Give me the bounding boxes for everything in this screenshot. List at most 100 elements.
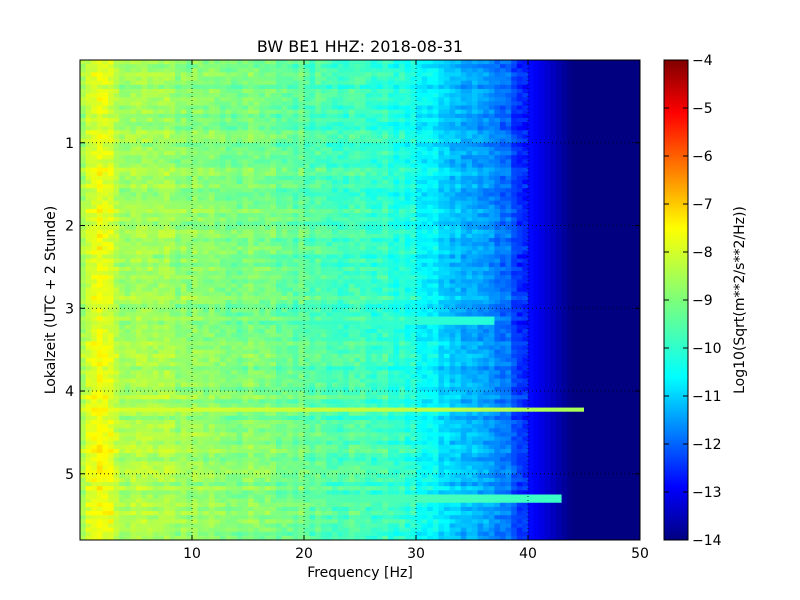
heatmap-cell	[270, 105, 277, 111]
heatmap-cell	[270, 142, 277, 148]
heatmap-cell	[628, 192, 635, 198]
heatmap-cell	[309, 142, 316, 148]
heatmap-cell	[432, 171, 439, 177]
heatmap-cell	[186, 208, 193, 214]
heatmap-cell	[164, 155, 171, 160]
heatmap-cell	[455, 217, 462, 222]
heatmap-cell	[287, 155, 294, 160]
heatmap-cell	[511, 122, 518, 127]
heatmap-cell	[259, 109, 266, 115]
heatmap-cell	[421, 146, 428, 152]
heatmap-cell	[298, 262, 305, 268]
heatmap-cell	[595, 68, 602, 74]
heatmap-cell	[449, 109, 456, 115]
heatmap-cell	[158, 97, 165, 102]
heatmap-cell	[203, 196, 210, 202]
heatmap-cell	[276, 64, 283, 69]
heatmap-cell	[404, 188, 411, 194]
heatmap-cell	[276, 200, 283, 206]
heatmap-cell	[348, 113, 355, 119]
heatmap-cell	[360, 204, 367, 210]
heatmap-cell	[539, 117, 546, 123]
heatmap-cell	[416, 180, 423, 185]
heatmap-cell	[164, 167, 171, 173]
heatmap-cell	[108, 151, 115, 156]
heatmap-cell	[141, 163, 148, 169]
heatmap-cell	[85, 64, 92, 69]
heatmap-cell	[634, 60, 640, 65]
heatmap-cell	[421, 130, 428, 136]
heatmap-cell	[494, 180, 501, 185]
heatmap-cell	[348, 84, 355, 90]
heatmap-cell	[612, 146, 619, 152]
heatmap-cell	[589, 237, 596, 243]
heatmap-cell	[376, 109, 383, 115]
heatmap-cell	[208, 237, 215, 243]
heatmap-cell	[108, 109, 115, 115]
heatmap-cell	[444, 167, 451, 173]
heatmap-cell	[628, 188, 635, 194]
heatmap-cell	[606, 184, 613, 189]
heatmap-cell	[208, 213, 215, 218]
heatmap-cell	[298, 80, 305, 86]
heatmap-cell	[270, 254, 277, 260]
heatmap-cell	[505, 122, 512, 127]
heatmap-cell	[80, 72, 87, 78]
heatmap-cell	[539, 138, 546, 144]
heatmap-cell	[220, 101, 227, 107]
heatmap-cell	[332, 233, 339, 239]
heatmap-cell	[584, 101, 591, 107]
heatmap-cell	[539, 159, 546, 165]
heatmap-cell	[539, 163, 546, 169]
heatmap-cell	[102, 196, 109, 202]
heatmap-cell	[309, 76, 316, 82]
heatmap-cell	[466, 213, 473, 218]
heatmap-cell	[438, 184, 445, 189]
heatmap-cell	[208, 233, 215, 239]
heatmap-cell	[304, 217, 311, 222]
heatmap-cell	[136, 151, 143, 156]
heatmap-cell	[304, 134, 311, 140]
heatmap-cell	[348, 126, 355, 131]
heatmap-cell	[416, 105, 423, 111]
heatmap-cell	[606, 208, 613, 214]
heatmap-cell	[600, 229, 607, 235]
heatmap-cell	[175, 254, 182, 260]
heatmap-cell	[522, 229, 529, 235]
heatmap-cell	[91, 84, 98, 90]
heatmap-cell	[628, 126, 635, 131]
heatmap-cell	[96, 122, 103, 127]
heatmap-cell	[365, 213, 372, 218]
heatmap-cell	[315, 250, 322, 256]
heatmap-cell	[80, 159, 87, 165]
heatmap-cell	[175, 258, 182, 264]
heatmap-cell	[80, 262, 87, 268]
heatmap-cell	[236, 93, 243, 98]
heatmap-cell	[80, 130, 87, 136]
heatmap-cell	[186, 155, 193, 160]
heatmap-cell	[589, 196, 596, 202]
heatmap-cell	[460, 138, 467, 144]
heatmap-cell	[281, 237, 288, 243]
heatmap-cell	[393, 237, 400, 243]
heatmap-cell	[438, 225, 445, 231]
heatmap-cell	[466, 117, 473, 123]
heatmap-cell	[500, 126, 507, 131]
heatmap-cell	[175, 88, 182, 94]
heatmap-cell	[488, 88, 495, 94]
heatmap-cell	[287, 146, 294, 152]
heatmap-cell	[444, 60, 451, 65]
heatmap-cell	[365, 64, 372, 69]
heatmap-cell	[556, 109, 563, 115]
heatmap-cell	[225, 204, 232, 210]
heatmap-cell	[561, 180, 568, 185]
heatmap-cell	[365, 196, 372, 202]
heatmap-cell	[164, 76, 171, 82]
heatmap-cell	[600, 134, 607, 140]
heatmap-cell	[343, 229, 350, 235]
heatmap-cell	[556, 134, 563, 140]
heatmap-cell	[96, 229, 103, 235]
heatmap-cell	[152, 146, 159, 152]
heatmap-cell	[186, 101, 193, 107]
heatmap-cell	[382, 192, 389, 198]
